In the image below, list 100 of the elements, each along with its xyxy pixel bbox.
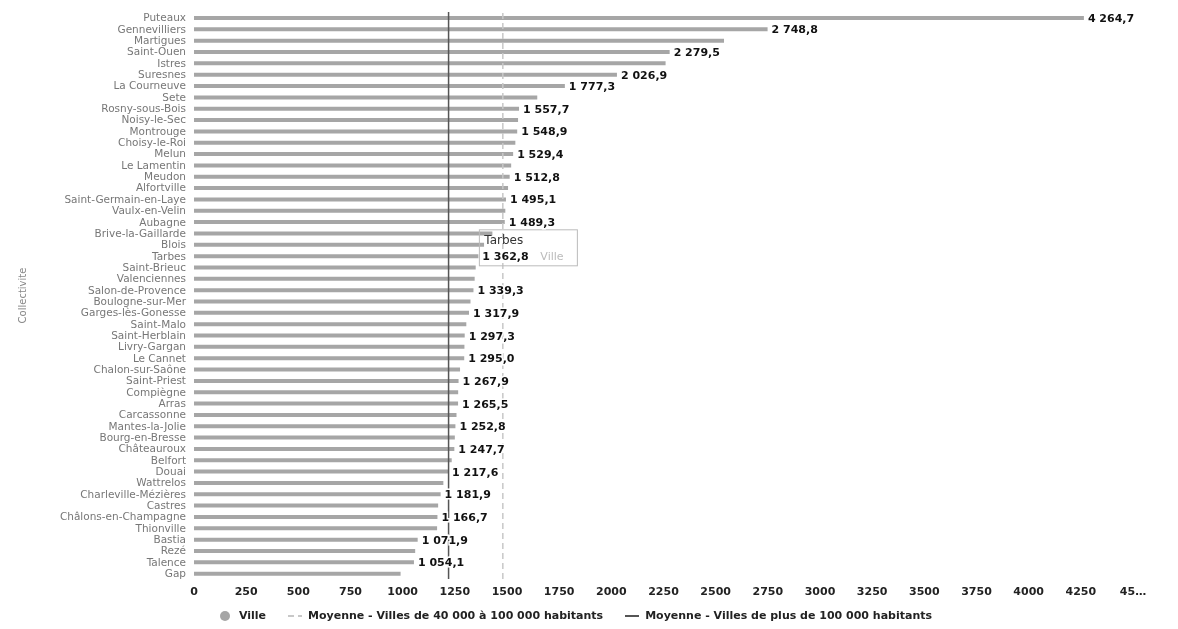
y-tick-label: Meudon [144,170,186,183]
y-tick-label: Saint-Priest [125,374,186,387]
x-tick-label: 500 [286,584,311,598]
y-tick-label: Rosny-sous-Bois [101,102,186,115]
data-label: 1 317,9 [473,306,520,320]
data-label: 1 777,3 [568,80,616,94]
data-label: 1 548,9 [521,125,568,139]
bar [194,333,465,338]
bar [194,367,461,372]
y-tick-label: Mantes-la-Jolie [108,419,186,432]
bar [194,288,474,293]
y-tick-label: Valenciennes [116,272,186,285]
data-label: 2 026,9 [620,68,668,82]
bar [194,356,465,361]
y-tick-label: Boulogne-sur-Mer [93,294,187,307]
bar [194,560,414,565]
bar [194,84,565,89]
y-tick-label: Saint-Brieuc [122,260,187,273]
y-tick-label: Douai [155,465,186,477]
bar [194,344,465,349]
y-tick-label: Bastia [153,533,186,546]
y-tick-label: Saint-Ouen [127,45,186,58]
bar [194,208,506,213]
y-tick-label: La Courneuve [113,79,186,92]
y-tick-label: Alfortville [135,181,186,194]
bar [194,480,444,485]
x-tick-label: 1500 [491,584,523,598]
y-tick-label: Tarbes [150,249,186,262]
data-label: 1 265,5 [462,397,509,411]
y-tick-label: Thionville [134,521,186,534]
bar [194,106,520,111]
x-tick-label: 45… [1119,584,1147,598]
bar [194,503,439,508]
y-tick-label: Châlons-en-Champagne [59,510,186,523]
bar [194,140,516,145]
y-tick-label: Saint-Malo [130,317,186,330]
bar [194,571,401,576]
x-tick-label: 2500 [700,584,732,598]
bar [194,446,455,451]
x-tick-label: 3500 [909,584,940,598]
bar [194,163,512,168]
y-tick-label: Blois [161,238,186,251]
y-tick-label: Gennevilliers [117,22,186,35]
x-tick-label: 1250 [439,584,471,598]
data-label: 1 489,3 [508,216,556,230]
y-tick-label: Le Lamentin [121,158,186,171]
bar [194,197,506,202]
bar [194,61,666,66]
y-tick-label: Saint-Herblain [111,328,186,341]
data-label: 1 252,8 [459,420,506,434]
y-tick-label: Choisy-le-Roi [118,136,186,149]
bar [194,265,476,270]
bar [194,458,452,463]
data-label: 1 217,6 [452,465,499,479]
data-label: 1 495,1 [509,193,557,207]
data-label: 1 295,0 [468,352,515,366]
data-label: 1 247,7 [458,442,505,456]
y-tick-label: Melun [154,147,186,160]
bar [194,152,514,157]
y-tick-label: Saint-Germain-en-Laye [64,192,186,205]
x-tick-label: 2750 [752,584,784,598]
y-axis-title: Collectivite [16,267,28,324]
bar [194,220,505,225]
annotation: Tarbes [483,232,524,247]
x-tick-label: 3000 [804,584,836,598]
bar [194,276,475,281]
bar [194,390,459,395]
bar [194,492,441,497]
bar [194,401,459,406]
x-tick-label: 3250 [856,584,888,598]
data-label: 1 297,3 [468,329,515,343]
y-tick-label: Wattrelos [136,476,186,489]
text: Ville [540,249,564,263]
data-label: 1 362,8 [482,250,529,264]
data-label: 2 279,5 [673,46,720,60]
y-tick-label: Livry-Gargan [118,340,186,353]
bar [194,242,485,247]
y-tick-label: Salon-de-Provence [87,283,186,296]
data-label: 1 512,8 [513,170,560,184]
bar [194,174,510,179]
y-tick-label: Brive-la-Gaillarde [94,226,186,239]
y-tick-label: Martigues [133,34,186,47]
x-tick-label: 3750 [961,584,993,598]
bar [194,231,493,236]
legend-label: Moyenne - Villes de 40 000 à 100 000 habitants [307,609,604,622]
bar [194,537,418,542]
x-tick-label: 250 [234,584,258,598]
y-tick-label: Castres [146,499,186,512]
x-tick-label: 750 [339,584,363,598]
bar [194,322,467,327]
bar [194,129,518,134]
bar [194,378,459,383]
data-label: 2 748,8 [771,23,818,37]
y-tick-label: Le Cannet [132,351,186,364]
y-tick-label: Compiègne [126,385,186,398]
bar [194,514,438,519]
bar [194,186,509,191]
y-tick-label: Sete [162,90,186,103]
y-tick-label: Talence [145,555,186,568]
y-tick-label: Montrouge [129,124,186,137]
